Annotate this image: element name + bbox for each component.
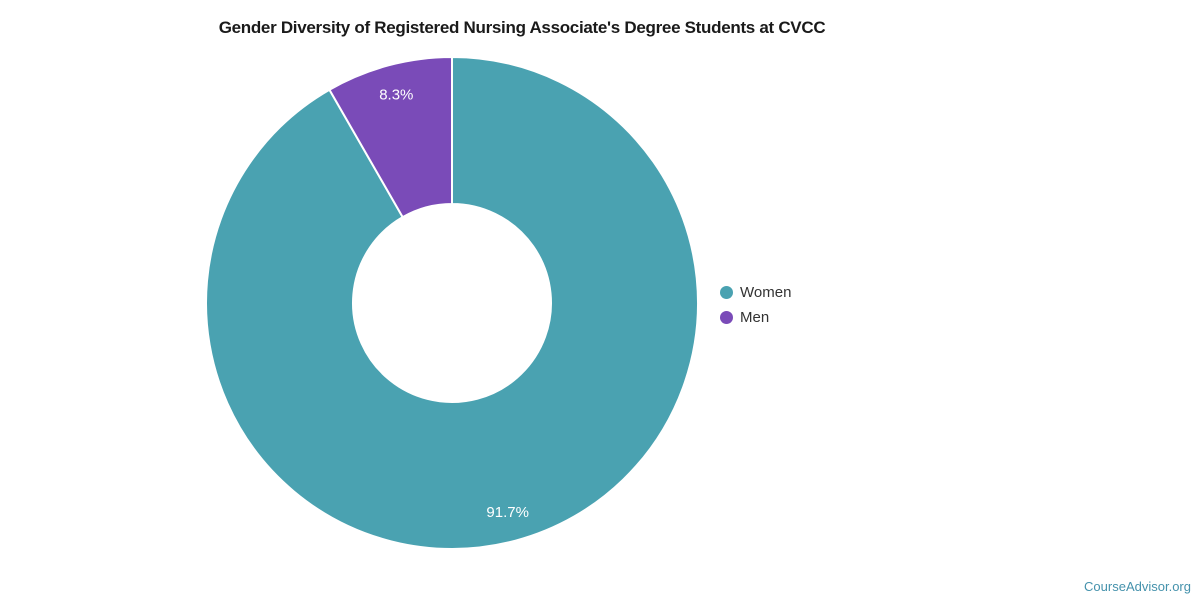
women-swatch-icon	[720, 286, 733, 299]
legend-item-women[interactable]: Women	[720, 280, 791, 305]
legend: Women Men	[720, 280, 791, 330]
data-label-men: 8.3%	[379, 87, 413, 104]
chart-title: Gender Diversity of Registered Nursing A…	[218, 18, 826, 37]
legend-label-women: Women	[740, 284, 792, 301]
data-label-women: 91.7%	[486, 504, 529, 521]
men-swatch-icon	[720, 311, 733, 324]
legend-item-men[interactable]: Men	[720, 305, 791, 330]
pie-slice-men[interactable]	[328, 56, 453, 219]
legend-label-men: Men	[740, 309, 770, 326]
pie-slice-women[interactable]	[205, 56, 699, 550]
courseadvisor-brand-link[interactable]: CourseAdvisor.org	[1084, 579, 1191, 594]
